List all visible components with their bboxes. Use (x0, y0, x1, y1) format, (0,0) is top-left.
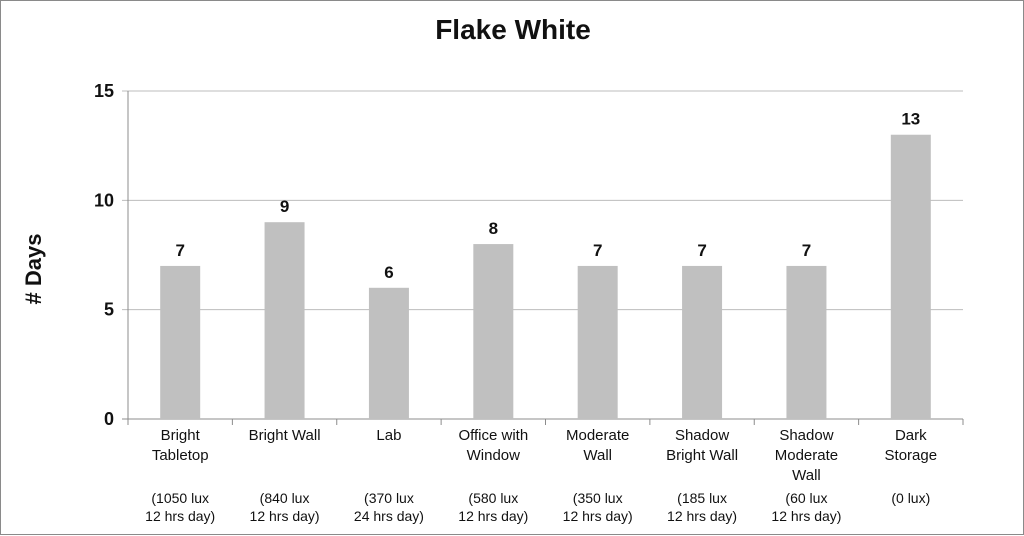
category-sublabel: (580 lux (468, 490, 518, 506)
category-label: Shadow (675, 427, 729, 444)
category-label: Bright Wall (666, 447, 738, 464)
category-label: Moderate (775, 447, 838, 464)
category-sublabel: 12 hrs day) (667, 508, 737, 524)
category-label: Tabletop (152, 447, 209, 464)
data-label: 9 (280, 197, 289, 216)
category-label: Storage (885, 447, 938, 464)
y-tick-label: 15 (94, 81, 114, 101)
y-axis-ticks: 0 5 10 15 (94, 81, 114, 429)
bar (264, 222, 305, 419)
category-sublabel: 12 hrs day) (250, 508, 320, 524)
category-label: Lab (376, 427, 401, 444)
y-tick-label: 0 (104, 409, 114, 429)
category-sublabel: (370 lux (364, 490, 414, 506)
bars (160, 134, 931, 419)
category-label: Dark (895, 427, 927, 444)
category-sublabel: (60 lux (785, 490, 827, 506)
data-label: 7 (175, 241, 184, 260)
bar (473, 244, 514, 419)
data-label: 13 (901, 110, 920, 129)
data-labels: 7 9 6 8 7 7 7 13 (175, 110, 920, 282)
category-label: Wall (583, 447, 612, 464)
data-label: 6 (384, 263, 393, 282)
bar (786, 265, 827, 419)
category-sublabel: 12 hrs day) (771, 508, 841, 524)
category-sublabel: (0 lux) (891, 490, 930, 506)
x-axis-categories: Bright Tabletop (1050 lux 12 hrs day) Bright… (145, 427, 937, 524)
category-label: Moderate (566, 427, 629, 444)
bar (160, 265, 201, 419)
bar (577, 265, 618, 419)
data-label: 7 (802, 241, 811, 260)
category-sublabel: 12 hrs day) (458, 508, 528, 524)
bar (368, 287, 409, 419)
bar (890, 134, 931, 419)
category-sublabel: (1050 lux (151, 490, 209, 506)
category-sublabel: 12 hrs day) (563, 508, 633, 524)
data-label: 8 (489, 219, 498, 238)
category-sublabel: (185 lux (677, 490, 727, 506)
category-sublabel: (840 lux (260, 490, 310, 506)
category-sublabel: 24 hrs day) (354, 508, 424, 524)
gridlines (122, 90, 964, 425)
y-tick-label: 5 (104, 300, 114, 320)
category-label: Wall (792, 467, 821, 484)
data-label: 7 (593, 241, 602, 260)
bar (682, 265, 723, 419)
y-axis-label: # Days (21, 234, 46, 305)
category-label: Office with (458, 427, 528, 444)
category-label: Window (467, 447, 521, 464)
chart-title: Flake White (435, 14, 591, 45)
category-label: Shadow (779, 427, 833, 444)
category-label: Bright Wall (249, 427, 321, 444)
category-sublabel: (350 lux (573, 490, 623, 506)
data-label: 7 (697, 241, 706, 260)
category-sublabel: 12 hrs day) (145, 508, 215, 524)
category-label: Bright (161, 427, 201, 444)
y-tick-label: 10 (94, 190, 114, 210)
